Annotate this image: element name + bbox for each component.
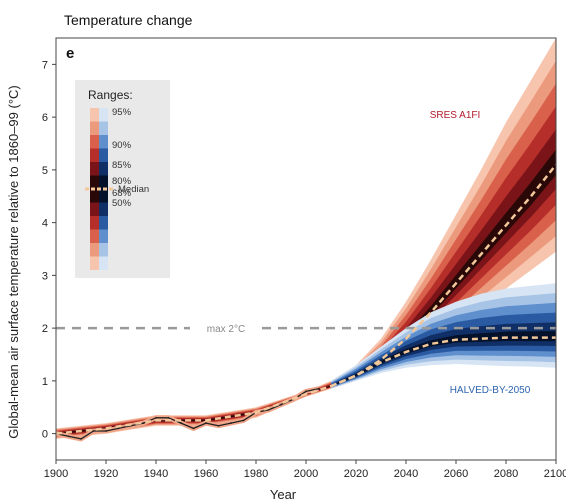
x-tick-label: 1920	[94, 468, 118, 480]
y-tick-label: 4	[42, 218, 48, 230]
y-tick-label: 3	[42, 270, 48, 282]
legend-swatch-red	[90, 175, 99, 189]
observation-point	[305, 390, 307, 393]
legend-swatch-red	[90, 148, 99, 162]
series-annotations: SRES A1FI HALVED-BY-2050	[430, 110, 531, 396]
observation-point	[217, 424, 220, 427]
observation-point	[280, 403, 282, 406]
legend-swatch-red	[90, 202, 99, 216]
legend-title: Ranges:	[88, 88, 133, 102]
legend-label: 50%	[112, 198, 132, 209]
x-tick-label: 2060	[444, 468, 468, 480]
legend-swatch-blue	[99, 175, 108, 189]
legend-swatch-red	[90, 216, 99, 230]
observation-point	[155, 416, 157, 419]
observation-point	[192, 427, 195, 430]
legend: Ranges: 95% 90% 85% 80%68%50% Median	[75, 80, 170, 278]
legend-swatch-blue	[99, 256, 108, 270]
y-axis-title: Global-mean air surface temperature rela…	[6, 85, 21, 438]
y-tick-label: 7	[42, 59, 48, 71]
legend-swatch-blue	[99, 108, 108, 122]
observation-point	[167, 416, 170, 419]
legend-swatch-blue	[99, 189, 108, 203]
observation-point	[105, 430, 107, 432]
legend-swatch-red	[90, 108, 99, 122]
chart-title: Temperature change	[64, 12, 193, 28]
series-label-a1fi: SRES A1FI	[430, 110, 481, 121]
observation-point	[142, 422, 145, 424]
legend-swatch-blue	[99, 216, 108, 230]
legend-swatch-red	[90, 135, 99, 149]
legend-label: 90%	[112, 140, 132, 151]
y-tick-label: 1	[42, 376, 48, 388]
y-tick-label: 5	[42, 165, 48, 177]
x-tick-label: 2100	[544, 468, 566, 480]
legend-label: 85%	[112, 160, 132, 171]
panel-letter: e	[66, 45, 74, 62]
x-axis-title: Year	[270, 487, 297, 502]
legend-swatch-blue	[99, 162, 108, 176]
observation-point	[242, 419, 245, 422]
legend-swatch-blue	[99, 148, 108, 162]
observation-point	[117, 427, 120, 430]
x-tick-label: 2080	[494, 468, 518, 480]
observations-series-line	[55, 388, 319, 440]
legend-swatch-blue	[99, 229, 108, 243]
observation-point	[230, 422, 232, 424]
legend-label: 80%	[112, 176, 132, 187]
legend-label: 68%	[112, 188, 132, 199]
x-tick-label: 1980	[244, 468, 268, 480]
legend-label-median: Median	[118, 184, 149, 195]
legend-swatch-blue	[99, 135, 108, 149]
observation-point	[180, 422, 182, 424]
legend-swatch-red	[90, 256, 99, 270]
observation-point	[205, 422, 207, 424]
x-tick-label: 1900	[44, 468, 68, 480]
x-tick-label: 1940	[144, 468, 168, 480]
observation-point	[317, 387, 320, 390]
y-tick-label: 0	[42, 429, 48, 441]
observation-point	[267, 408, 270, 411]
observation-point	[67, 435, 70, 438]
y-tick-label: 6	[42, 112, 48, 124]
legend-swatch-blue	[99, 243, 108, 257]
legend-swatch-blue	[99, 121, 108, 135]
y-tick-label: 2	[42, 323, 48, 335]
x-tick-label: 1960	[194, 468, 218, 480]
series-label-halved: HALVED-BY-2050	[450, 385, 531, 396]
legend-swatch-red	[90, 189, 99, 203]
axes: 1900 1920 1940 1960 1980 2000 2020 2040 2060 2080…	[42, 37, 566, 480]
legend-swatch-red	[90, 229, 99, 243]
observations-line	[55, 386, 320, 442]
legend-swatch-red	[90, 243, 99, 257]
observation-point	[92, 430, 95, 432]
legend-swatch-red	[90, 121, 99, 135]
halved-median-line	[330, 336, 556, 388]
legend-swatch-red	[90, 162, 99, 176]
x-tick-label: 2040	[394, 468, 418, 480]
x-tick-label: 2000	[294, 468, 318, 480]
threshold-label: max 2°C	[207, 324, 245, 335]
median-lines	[56, 163, 556, 435]
threshold-2c: max 2°C	[56, 324, 556, 335]
x-tick-label: 2020	[344, 468, 368, 480]
observation-point	[80, 438, 82, 440]
legend-label: 95%	[112, 107, 132, 118]
legend-swatch-blue	[99, 202, 108, 216]
